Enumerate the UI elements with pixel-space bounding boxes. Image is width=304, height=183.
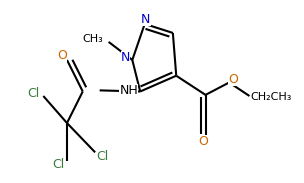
Text: O: O [198, 135, 208, 147]
Text: CH₃: CH₃ [82, 33, 103, 44]
Text: N: N [121, 51, 130, 64]
Text: Cl: Cl [96, 150, 109, 163]
Text: CH₂CH₃: CH₂CH₃ [250, 92, 292, 102]
Text: N: N [141, 13, 150, 26]
Text: Cl: Cl [53, 158, 65, 171]
Text: O: O [228, 73, 238, 86]
Text: O: O [57, 49, 67, 62]
Text: Cl: Cl [28, 87, 40, 100]
Text: NH: NH [119, 84, 138, 97]
